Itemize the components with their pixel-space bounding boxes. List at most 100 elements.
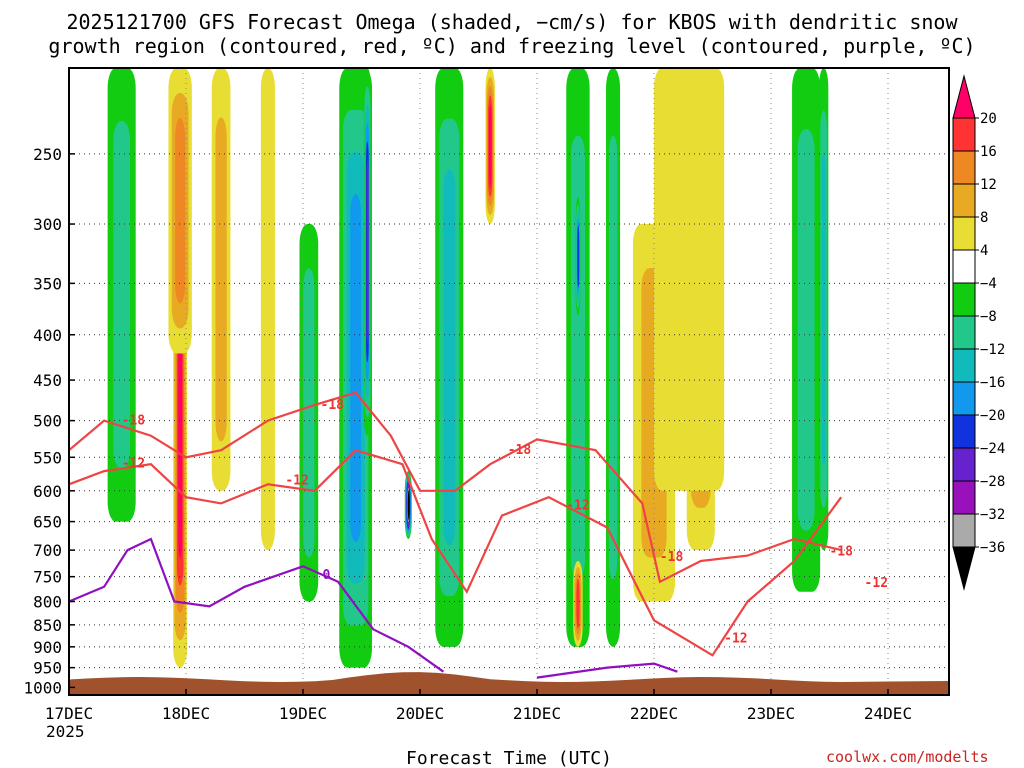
omega-cell [215,117,227,442]
red-contour-label: -18 [660,550,684,565]
plot-area [69,68,949,695]
source-credit[interactable]: coolwx.com/modelts [826,748,989,766]
omega-cell [113,120,131,469]
y-tick-label: 450 [33,371,62,390]
omega-cell [821,152,826,466]
red-contour-label: -12 [865,576,888,591]
x-tick-label: 19DEC [279,704,327,723]
freezing-level-contours: 0 [68,537,678,679]
omega-cell [654,68,725,491]
colorbar-segment [952,249,976,284]
x-tick-label: 18DEC [162,704,210,723]
dendritic-growth-contours: -18 -12 -18 -12 -18 -12 -18 -12 -18 -12 [68,391,888,657]
y-tick-label: 950 [33,659,62,678]
red-contour-label: -18 [122,413,146,428]
purple-contour-label: 0 [322,568,330,583]
omega-cell [488,104,492,188]
red-contour-label: -18 [829,545,853,560]
y-tick-label: 700 [33,541,62,560]
x-tick-label: 17DEC [45,704,93,723]
y-tick-label: 750 [33,568,62,587]
colorbar-label: 12 [980,177,997,193]
colorbar-segment [952,282,976,317]
omega-cell [577,224,580,288]
x-axis-year-label: 2025 [46,722,85,741]
purple-contour-line [68,537,445,673]
x-tick-label: 22DEC [630,704,678,723]
colorbar-label: −32 [980,507,1005,523]
y-tick-label: 350 [33,274,62,293]
colorbar-segment [952,150,976,185]
y-tick-label: 650 [33,513,62,532]
colorbar-label: −12 [980,342,1005,358]
colorbar-label: −16 [980,375,1005,391]
y-tick-label: 800 [33,593,62,612]
y-tick-label: 300 [33,215,62,234]
terrain-ground [69,672,949,695]
omega-cell [175,117,186,304]
plot-frame [68,67,950,696]
omega-cell [608,135,618,580]
x-tick-label: 24DEC [864,704,912,723]
colorbar-label: −4 [980,276,997,292]
colorbar-label: 20 [980,111,997,127]
colorbar-segment [952,348,976,383]
red-contour-label: -12 [285,473,308,488]
y-tick-label: 400 [33,326,62,345]
colorbar-label: −20 [980,408,1005,424]
y-axis-ticks: 250 300 350 400 450 500 550 600 650 700 750 800 850 9… [23,145,75,697]
omega-cell [576,578,580,629]
y-tick-label: 850 [33,616,62,635]
y-tick-label: 600 [33,482,62,501]
omega-cell [178,307,183,558]
colorbar-top-arrow [952,74,976,119]
colorbar-label: 8 [980,210,988,226]
omega-cell [407,490,410,520]
omega-cell [366,159,369,344]
y-tick-label: 250 [33,145,62,164]
colorbar-segment [952,183,976,218]
red-contour-label: -12 [724,632,747,647]
terrain-fill [69,672,949,695]
colorbar-segment [952,513,976,548]
chart-title-line-2: growth region (contoured, red, ºC) and f… [48,34,975,58]
omega-cell [260,68,275,551]
omega-cell [443,169,456,546]
y-tick-label: 1000 [23,678,62,697]
colorbar-segment [952,315,976,350]
y-tick-label: 500 [33,412,62,431]
colorbar-label: 4 [980,243,988,259]
x-tick-label: 21DEC [513,704,561,723]
colorbar-label: −8 [980,309,997,325]
red-contour-label: -12 [122,457,145,472]
colorbar-bottom-arrow [952,546,976,591]
colorbar-segment [952,414,976,449]
colorbar-segment [952,381,976,416]
x-tick-label: 20DEC [396,704,444,723]
y-tick-label: 900 [33,638,62,657]
colorbar-segment [952,447,976,482]
red-contour-line [68,448,843,657]
red-contour-line [68,391,842,584]
colorbar-label: 16 [980,144,997,160]
omega-cell [350,193,362,542]
colorbar-label: −24 [980,441,1005,457]
omega-cell [303,268,315,558]
omega-cell [797,129,815,531]
omega-cell [570,135,585,580]
x-axis-ticks: 17DEC 18DEC 19DEC 20DEC 21DEC 22DEC 23DEC 24DEC [45,689,912,723]
colorbar-segment [952,480,976,515]
x-axis-title: Forecast Time (UTC) [406,748,612,768]
chart-title-line-1: 2025121700 GFS Forecast Omega (shaded, −… [66,10,958,34]
y-tick-label: 550 [33,448,62,467]
purple-contour-line [536,662,678,679]
x-tick-label: 23DEC [747,704,795,723]
red-contour-label: -12 [566,499,589,514]
red-contour-label: -18 [321,398,345,413]
colorbar-label: −36 [980,540,1005,556]
colorbar-segment [952,117,976,152]
colorbar: 20 16 12 8 4 −4 −8 −12 −16 −20 −24 −28 −32 −36 [952,74,1005,591]
red-contour-label: -18 [508,443,532,458]
colorbar-segment [952,216,976,251]
